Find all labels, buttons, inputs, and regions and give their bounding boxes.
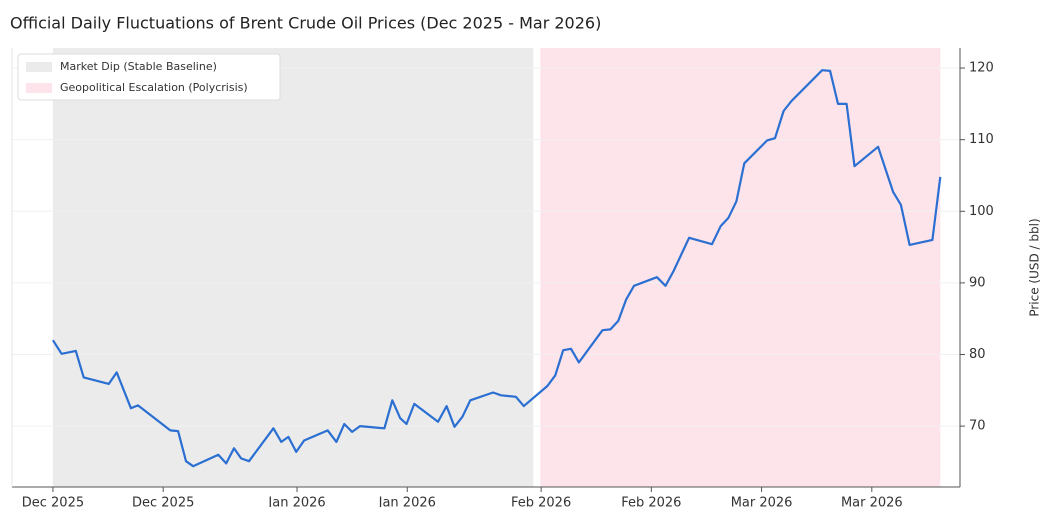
y-tick-label: 120 <box>969 61 994 76</box>
legend-label: Geopolitical Escalation (Polycrisis) <box>60 81 248 94</box>
y-tick-label: 70 <box>969 419 986 434</box>
price-line <box>51 69 942 468</box>
legend-swatch <box>26 83 52 93</box>
x-tick-label: Mar 2026 <box>731 496 793 507</box>
y-tick-label: 80 <box>969 347 986 362</box>
y-axis-label: Price (USD / bbl) <box>1028 218 1040 316</box>
region <box>52 48 534 487</box>
y-tick-label: 100 <box>969 204 994 219</box>
x-tick-label: Dec 2025 <box>132 496 194 507</box>
x-tick-label: Dec 2025 <box>22 496 84 507</box>
x-tick-label: Feb 2026 <box>621 496 681 507</box>
legend-box <box>17 53 281 101</box>
x-tick-label: Jan 2026 <box>267 496 325 507</box>
x-tick-label: Feb 2026 <box>511 496 571 507</box>
legend-swatch <box>26 62 52 72</box>
x-tick-label: Jan 2026 <box>378 496 436 507</box>
y-tick-label: 110 <box>969 132 994 147</box>
region <box>540 48 941 487</box>
chart-title: Official Daily Fluctuations of Brent Cru… <box>10 14 601 33</box>
legend-label: Market Dip (Stable Baseline) <box>60 60 217 73</box>
y-tick-label: 90 <box>969 275 986 290</box>
x-tick-label: Mar 2026 <box>841 496 903 507</box>
